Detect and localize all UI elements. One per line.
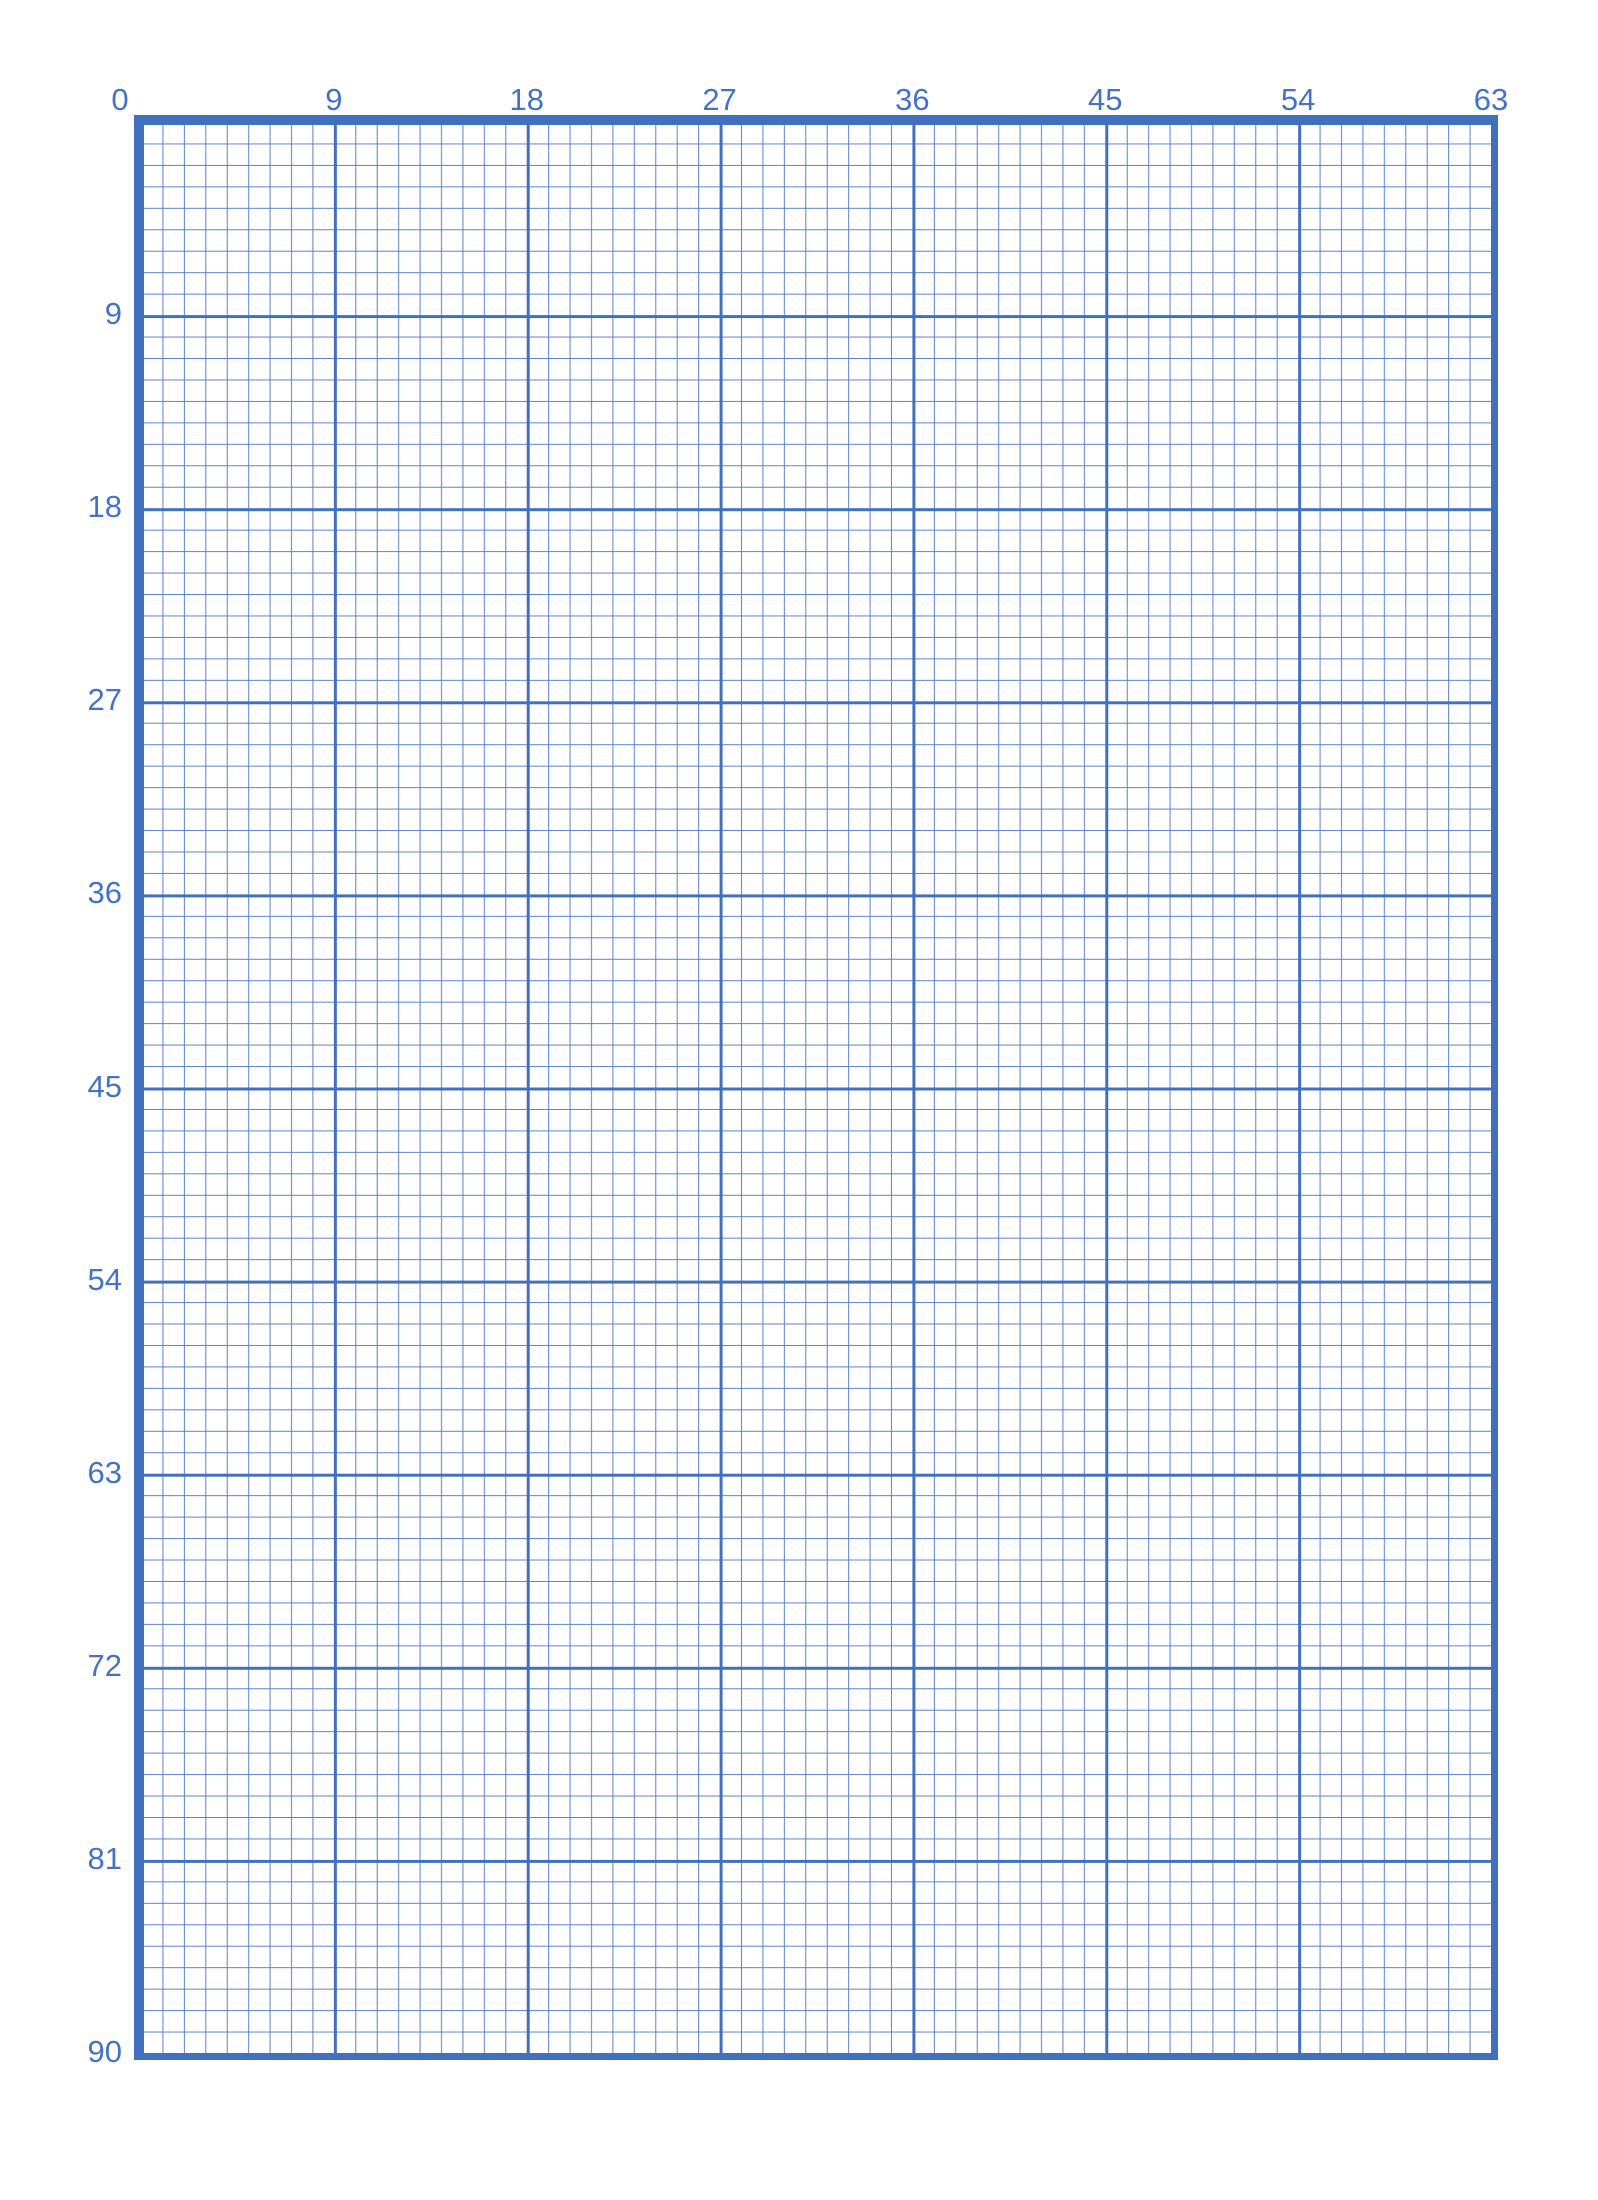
y-axis-label-90: 90 — [87, 2034, 122, 2069]
y-axis-label-45: 45 — [87, 1068, 122, 1104]
x-axis-label-54: 54 — [1280, 82, 1316, 117]
x-axis-label-9: 9 — [325, 82, 343, 117]
y-axis-label-9: 9 — [104, 296, 122, 332]
x-axis-label-63: 63 — [1473, 82, 1509, 117]
y-axis-label-18: 18 — [87, 489, 122, 525]
x-axis-label-45: 45 — [1088, 82, 1123, 117]
x-axis-label-27: 27 — [702, 82, 737, 117]
grid-cells — [141, 122, 1491, 2053]
y-axis-label-27: 27 — [87, 682, 122, 718]
y-axis-label-63: 63 — [87, 1454, 122, 1490]
y-axis-label-36: 36 — [87, 875, 122, 911]
x-axis-label-18: 18 — [509, 82, 544, 117]
grid-outer-border — [134, 115, 1498, 2060]
graph-grid — [134, 115, 1498, 2060]
x-axis-label-0: 0 — [111, 82, 129, 117]
y-axis-label-54: 54 — [87, 1261, 122, 1297]
y-axis-label-72: 72 — [87, 1647, 122, 1683]
x-axis-label-36: 36 — [895, 82, 930, 117]
y-axis-label-81: 81 — [87, 1840, 122, 1876]
